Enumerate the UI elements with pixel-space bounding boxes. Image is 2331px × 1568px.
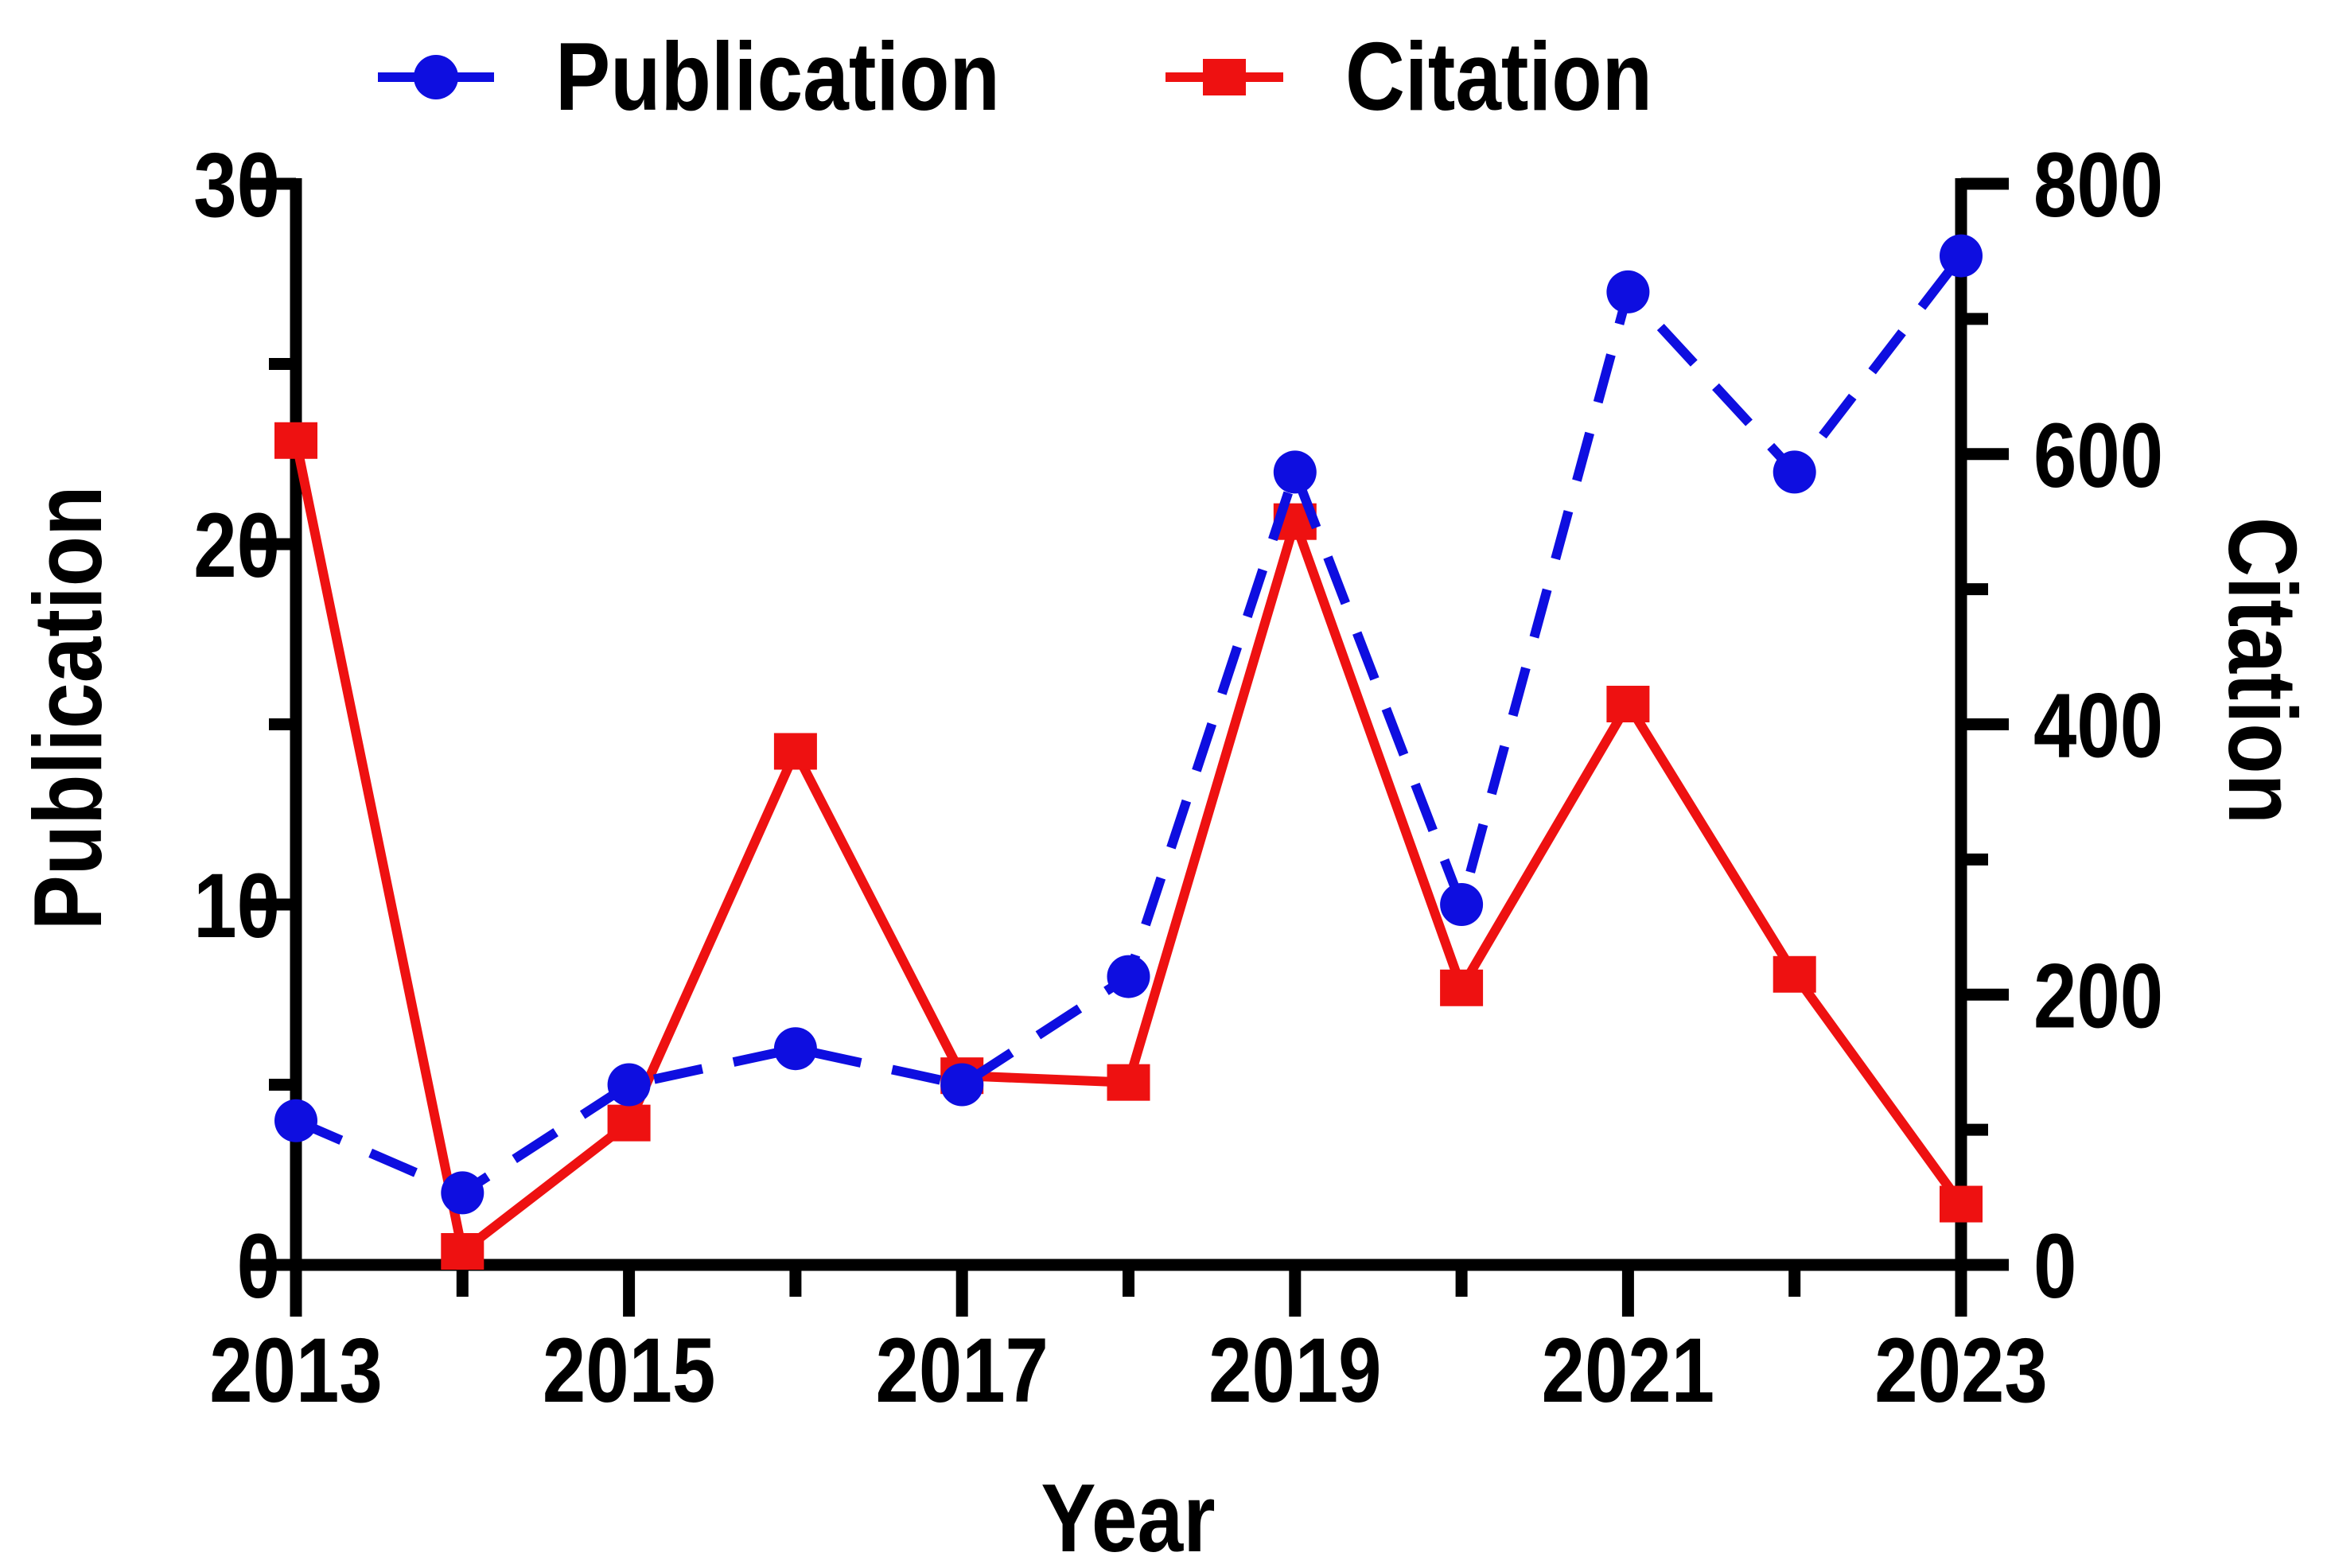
publication-line — [294, 252, 1965, 1199]
y-right-axis-title: Citation — [2208, 517, 2317, 824]
citation-point — [1773, 955, 1816, 993]
y-right-tick-label: 800 — [2033, 133, 2163, 235]
legend-item-publication: Publication — [378, 22, 1000, 130]
legend: Publication Citation — [378, 22, 1652, 130]
y-right-tick-label: 600 — [2033, 403, 2163, 506]
x-tick-label: 2017 — [875, 1318, 1048, 1421]
publication-point — [1440, 883, 1484, 926]
citation-point — [1940, 1185, 1983, 1223]
y-right-tick-label: 0 — [2033, 1214, 2076, 1317]
y-right-tick-label: 400 — [2033, 674, 2163, 776]
x-tick-label: 2013 — [209, 1318, 382, 1421]
publication-point — [1606, 270, 1650, 313]
citation-line — [291, 439, 1965, 1260]
legend-publication-circle-marker — [414, 55, 458, 99]
x-axis-title: Year — [1041, 1464, 1215, 1568]
citation-point — [1606, 686, 1650, 723]
citation-point — [607, 1104, 651, 1142]
legend-publication-label: Publication — [555, 22, 1000, 130]
citation-point — [1440, 969, 1484, 1006]
legend-citation-label: Citation — [1345, 22, 1652, 130]
y-left-tick-label: 30 — [193, 133, 280, 235]
publication-point — [773, 1027, 817, 1071]
publication-point — [1107, 955, 1150, 998]
publication-point — [1773, 450, 1816, 494]
x-tick-label: 2019 — [1208, 1318, 1381, 1421]
publication-point — [274, 1099, 317, 1142]
citation-point — [441, 1233, 484, 1270]
y-left-tick-label: 20 — [193, 493, 280, 596]
x-tick-label: 2015 — [543, 1318, 715, 1421]
y-left-tick-label: 0 — [237, 1214, 280, 1317]
y-right-tick-label: 200 — [2033, 944, 2163, 1047]
x-tick-label: 2023 — [1874, 1318, 2047, 1421]
publication-point — [607, 1063, 651, 1107]
publication-point — [1940, 234, 1983, 278]
publication-point — [940, 1063, 984, 1107]
legend-citation-square-marker — [1203, 59, 1246, 95]
axes-layer: 0 10 20 30 0 200 400 600 800 2013 2015 2017 2019 2021… — [193, 133, 2163, 1421]
x-tick-label: 2021 — [1542, 1318, 1714, 1421]
y-left-axis-title: Publication — [14, 486, 122, 931]
legend-item-citation: Citation — [1166, 22, 1652, 130]
publication-point — [441, 1171, 484, 1215]
citation-point — [773, 733, 817, 770]
citation-point — [274, 422, 317, 459]
publication-point — [1273, 450, 1317, 494]
citation-point — [1107, 1064, 1150, 1101]
y-left-tick-label: 10 — [193, 854, 280, 956]
series-layer — [274, 234, 1983, 1270]
